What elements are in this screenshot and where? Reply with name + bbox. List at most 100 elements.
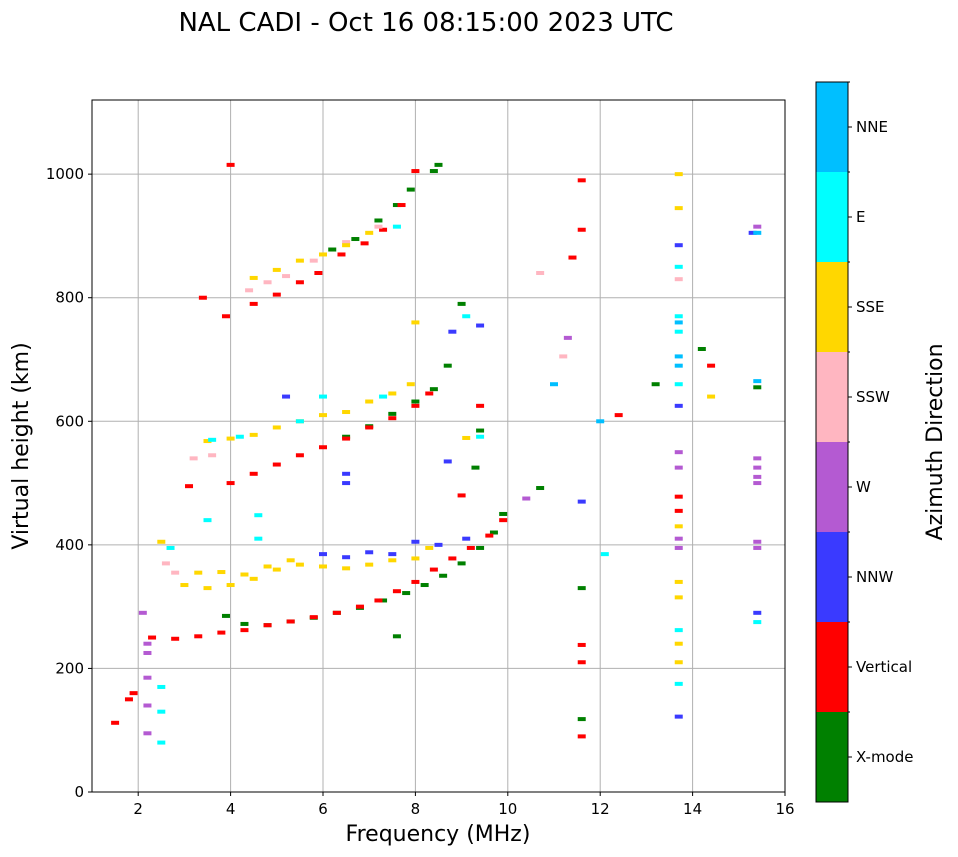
y-axis: 0 200 400 600 800 1000 [46,165,92,801]
data-point [753,230,762,235]
data-point [249,471,258,476]
data-point [392,203,401,208]
data-point [240,628,249,633]
data-point [189,456,198,461]
data-point [596,419,605,424]
data-point [462,314,471,319]
y-tick-label: 0 [74,783,84,801]
data-point [674,545,683,550]
x-axis-label: Frequency (MHz) [346,822,531,847]
data-point [425,391,434,396]
data-point [411,539,420,544]
data-point [748,230,757,235]
data-point [203,439,212,444]
data-point [577,660,586,665]
data-point [379,227,388,232]
data-point [319,445,327,450]
data-point [448,329,457,334]
series-nne [550,230,762,424]
data-point [425,545,434,550]
x-tick-label: 16 [775,800,794,818]
data-point [379,394,388,399]
data-point [674,628,683,633]
colorbar-segment [816,352,848,442]
data-point [379,598,388,603]
data-point [392,224,401,229]
data-point [263,623,272,628]
data-point [221,613,230,618]
plot-area [92,100,785,792]
data-point [166,545,175,550]
data-point [180,583,189,588]
data-point [674,172,683,177]
data-point [674,206,683,211]
series-sse [157,172,716,665]
data-point [411,403,420,408]
data-point [411,320,420,325]
data-point [342,436,351,441]
data-point [388,558,397,563]
data-point [374,224,383,229]
data-point [286,558,295,563]
grid-lines [92,100,786,793]
colorbar-label: X-mode [856,748,913,766]
data-point [374,598,383,603]
data-point [157,740,166,745]
data-point [707,363,716,368]
data-point [462,536,471,541]
data-point [249,432,258,437]
data-point [476,323,485,328]
data-point [674,403,683,408]
data-point [674,264,683,269]
data-point [406,187,415,192]
data-point [753,465,762,470]
data-point [429,387,438,392]
data-point [185,484,194,489]
data-marks [111,162,762,745]
x-tick-label: 8 [411,800,421,818]
data-point [263,564,272,569]
data-point [157,539,166,544]
data-point [674,641,683,646]
y-tick-label: 200 [55,659,84,677]
data-point [420,583,429,588]
data-point [674,329,683,334]
data-point [476,428,485,433]
colorbar-segment [816,262,848,352]
data-point [536,486,545,491]
data-point [707,394,716,399]
data-point [753,545,762,550]
data-point [226,436,235,441]
data-point [245,288,254,293]
data-point [600,552,609,557]
data-point [476,545,485,550]
colorbar-title: Azimuth Direction [923,343,948,540]
series-x-mode [221,162,762,722]
data-point [674,320,683,325]
data-point [332,610,341,615]
data-point [674,494,683,499]
data-point [235,434,244,439]
data-point [319,394,327,399]
data-point [360,241,369,246]
data-point [295,453,304,458]
data-point [411,556,420,561]
data-point [157,684,166,689]
data-point [443,363,452,368]
data-point [674,660,683,665]
data-point [342,566,351,571]
y-axis-label: Virtual height (km) [9,342,34,549]
data-point [365,425,374,430]
data-point [351,237,360,242]
data-point [272,267,281,272]
data-point [674,382,683,387]
data-point [254,536,263,541]
data-point [392,589,401,594]
data-point [161,561,170,566]
data-point [226,162,235,167]
data-point [143,703,152,708]
data-point [208,437,217,442]
data-point [342,240,351,245]
data-point [171,570,180,575]
data-point [429,567,438,572]
